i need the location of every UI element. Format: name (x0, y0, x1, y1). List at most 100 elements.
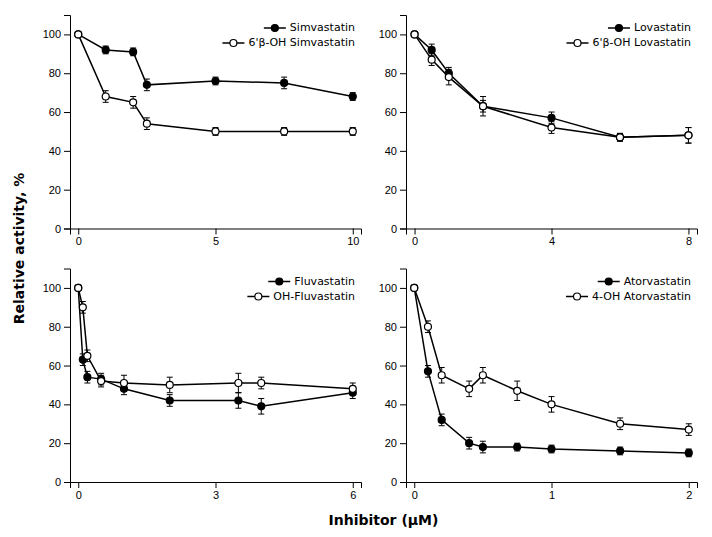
axis-line (64, 269, 71, 483)
tick-label: 20 (49, 184, 61, 196)
point (258, 403, 265, 410)
legend: Simvastatin6'β-OH Simvastatin (222, 21, 355, 49)
tick-mark (400, 443, 406, 444)
plot-area (411, 284, 693, 456)
error-bar (466, 437, 472, 449)
legend-label: OH-Fluvastatin (273, 290, 355, 303)
y-axis: 020406080100 (379, 16, 407, 235)
series (75, 284, 357, 394)
panel: 0510020406080100Simvastatin6'β-OH Simvas… (43, 16, 362, 248)
legend-label: 6'β-OH Simvastatin (248, 36, 355, 49)
tick: 3 (213, 482, 219, 501)
tick: 1 (549, 482, 555, 501)
error-bar (103, 91, 109, 103)
tick: 8 (686, 229, 692, 248)
error-bar (425, 366, 431, 378)
tick-label: 0 (412, 489, 418, 501)
tick: 10 (347, 229, 359, 248)
series-line (78, 288, 353, 389)
point (79, 304, 86, 311)
point (685, 449, 692, 456)
tick-mark (64, 404, 70, 405)
series (75, 31, 357, 135)
error-bar (446, 69, 452, 85)
legend-marker (574, 40, 581, 47)
legend-marker (574, 293, 581, 300)
tick-mark (400, 151, 406, 152)
legend: FluvastatinOH-Fluvastatin (247, 275, 355, 303)
error-bar (213, 128, 219, 136)
point (120, 380, 127, 387)
axis-line (400, 269, 407, 483)
error-bar (258, 399, 264, 415)
tick: 20 (49, 437, 70, 449)
series (75, 31, 357, 100)
error-bar (130, 48, 136, 56)
legend-marker (255, 293, 262, 300)
tick-label: 60 (385, 360, 397, 372)
tick: 40 (49, 398, 70, 410)
point (479, 444, 486, 451)
tick-mark (552, 229, 553, 235)
error-bar (429, 54, 435, 66)
legend-item: Lovastatin (608, 21, 691, 34)
point (411, 31, 418, 38)
tick-mark (400, 288, 406, 289)
error-bar (480, 100, 486, 112)
tick-mark (400, 34, 406, 35)
error-bar (167, 395, 173, 407)
point (281, 79, 288, 86)
y-axis: 020406080100 (43, 16, 71, 235)
point (480, 103, 487, 110)
tick: 40 (385, 398, 406, 410)
legend-item: 6'β-OH Simvastatin (222, 36, 355, 49)
error-bar (549, 445, 555, 453)
point (130, 48, 137, 55)
tick: 100 (43, 28, 70, 40)
tick: 6 (350, 482, 356, 501)
tick: 60 (49, 106, 70, 118)
error-bar (350, 93, 356, 101)
error-bar (281, 77, 287, 89)
tick-label: 40 (385, 398, 397, 410)
legend-marker (605, 278, 612, 285)
series (411, 284, 693, 435)
point (75, 284, 82, 291)
tick-label: 5 (213, 235, 219, 247)
tick: 40 (49, 145, 70, 157)
point (235, 380, 242, 387)
point (84, 374, 91, 381)
tick-label: 6 (350, 489, 356, 501)
tick-label: 40 (49, 145, 61, 157)
tick: 0 (76, 482, 82, 501)
tick: 0 (55, 476, 70, 488)
legend-marker (615, 25, 622, 32)
error-bar (258, 377, 264, 389)
legend-marker (271, 25, 278, 32)
tick-mark (64, 327, 70, 328)
point (349, 93, 356, 100)
point (466, 440, 473, 447)
series (411, 31, 692, 143)
y-axis: 020406080100 (43, 269, 71, 488)
tick-label: 0 (412, 235, 418, 247)
tick-mark (216, 229, 217, 235)
error-bar (213, 77, 219, 85)
error-bar (350, 128, 356, 136)
point (212, 77, 219, 84)
point (480, 103, 487, 110)
point (75, 31, 82, 38)
tick-label: 0 (55, 476, 61, 488)
tick-label: 20 (49, 437, 61, 449)
axis-line (64, 16, 71, 230)
error-bar (144, 118, 150, 130)
tick-mark (552, 482, 553, 488)
point (685, 132, 692, 139)
tick: 100 (379, 282, 406, 294)
series-line (414, 288, 689, 430)
point (235, 397, 242, 404)
tick-mark (64, 190, 70, 191)
error-bar (617, 133, 623, 141)
error-bar (685, 128, 691, 144)
tick-mark (400, 190, 406, 191)
